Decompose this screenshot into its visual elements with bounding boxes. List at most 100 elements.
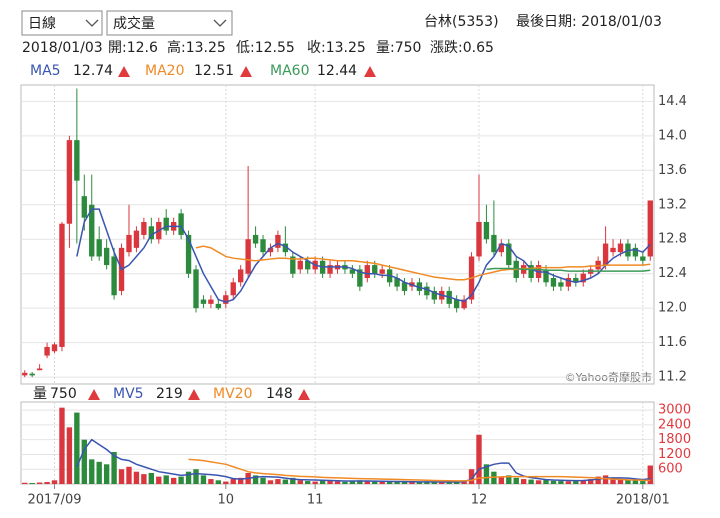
volume-bar xyxy=(118,469,125,484)
candle-body xyxy=(59,223,65,347)
select-box[interactable] xyxy=(106,10,233,36)
y-tick-label: 12.0 xyxy=(658,301,687,316)
volume-bar xyxy=(640,481,646,484)
candle-body xyxy=(506,243,512,266)
y-tick-label: 14.4 xyxy=(658,94,687,109)
volume-bar xyxy=(223,481,229,484)
candle-body xyxy=(416,282,423,291)
chevron[interactable] xyxy=(213,19,227,27)
volume-bar xyxy=(133,471,140,484)
y-tick-label: 2400 xyxy=(658,417,691,432)
y-tick-label: 3000 xyxy=(658,403,691,418)
candle-body xyxy=(431,290,437,300)
ma-line xyxy=(486,267,651,272)
ma-line xyxy=(76,208,651,303)
x-tick-label: 10 xyxy=(218,493,235,508)
volume-bar xyxy=(647,465,653,484)
volume-bar xyxy=(252,475,259,484)
volume-bar xyxy=(595,476,601,484)
volume-bar xyxy=(535,480,542,484)
x-tick-label: 12 xyxy=(471,493,488,508)
volume-bar xyxy=(513,477,519,484)
last-date: 最後日期: 2018/01/03 xyxy=(516,14,662,30)
candle-body xyxy=(550,278,557,287)
candle-body xyxy=(617,243,624,253)
x-tick-label: 2018/01 xyxy=(616,493,670,508)
volume-bar xyxy=(364,481,370,484)
candle-body xyxy=(401,282,408,291)
candle-body xyxy=(282,243,289,253)
volume-bar xyxy=(632,480,639,484)
candle-body xyxy=(230,282,236,296)
volume-bar xyxy=(617,479,624,484)
volume-bar xyxy=(379,481,385,484)
volume-bar xyxy=(89,459,95,484)
candle-body xyxy=(44,346,50,356)
y-tick-label: 11.2 xyxy=(658,370,687,385)
candle-body xyxy=(394,278,400,287)
candle-body xyxy=(252,234,259,244)
legend-name: MA60 xyxy=(270,63,309,79)
select-text[interactable]: 成交量 xyxy=(113,15,155,32)
legend-name: MA5 xyxy=(30,63,61,79)
candle-body xyxy=(498,243,505,253)
quote-item: 低:12.55 xyxy=(236,40,295,56)
candle-body xyxy=(223,295,229,304)
volume-bar xyxy=(275,479,281,484)
select-text[interactable]: 日線 xyxy=(28,16,56,32)
y-tick-label: 14.0 xyxy=(658,128,687,143)
volume-bar xyxy=(208,479,214,484)
legend-value: 219 xyxy=(156,386,183,402)
volume-bar xyxy=(520,479,527,484)
candle-body xyxy=(364,265,370,279)
volume-bar xyxy=(483,464,490,484)
volume-bar xyxy=(439,482,445,484)
ma-line xyxy=(76,438,651,483)
candle-body xyxy=(580,273,586,283)
volume-legend: 量 750 MV5 219 MV20 148 xyxy=(33,386,310,402)
y-tick-label: 600 xyxy=(658,462,683,477)
volume-bar xyxy=(312,481,318,484)
candle-body xyxy=(96,239,102,257)
candle-body xyxy=(379,269,385,274)
candle-body xyxy=(453,299,460,309)
legend-value: 148 xyxy=(266,386,293,402)
volume-bar xyxy=(44,482,50,484)
volume-bar xyxy=(193,469,199,484)
candle-body xyxy=(29,373,35,376)
candle-body xyxy=(491,234,497,253)
candle-body xyxy=(103,247,110,266)
volume-bar xyxy=(103,464,110,484)
volume-bar xyxy=(401,481,408,484)
volume-bar xyxy=(357,480,363,484)
volume-bar xyxy=(178,476,184,484)
candle-body xyxy=(327,265,333,274)
volume-bar xyxy=(29,483,35,484)
volume-bar xyxy=(267,480,274,484)
chevron[interactable] xyxy=(85,19,99,27)
quote-item: 漲跌:0.65 xyxy=(430,40,494,56)
volume-bar xyxy=(81,439,87,484)
up-arrow xyxy=(364,66,376,77)
volume-bar xyxy=(610,477,616,484)
candle-body xyxy=(290,256,296,274)
volume-bar xyxy=(334,481,341,484)
candle-body xyxy=(610,247,616,253)
candle-body xyxy=(640,256,646,261)
volume-bar xyxy=(349,481,356,484)
volume-bar xyxy=(372,481,378,484)
indicator-select[interactable]: 成交量 xyxy=(106,10,233,36)
volume-bar xyxy=(386,481,393,484)
candle-body xyxy=(22,372,28,376)
volume-bar xyxy=(394,482,400,484)
quote-item: 量:750 xyxy=(376,40,421,56)
legend-name: MV20 xyxy=(213,386,252,402)
candle-body xyxy=(275,234,281,248)
volume-bar xyxy=(558,481,564,484)
y-tick-label: 11.6 xyxy=(658,335,687,350)
period-select[interactable]: 日線 xyxy=(21,10,103,36)
legend-value: 12.44 xyxy=(317,63,357,79)
candle-body xyxy=(565,278,572,287)
candle-body xyxy=(66,140,73,224)
up-arrow xyxy=(118,66,130,77)
